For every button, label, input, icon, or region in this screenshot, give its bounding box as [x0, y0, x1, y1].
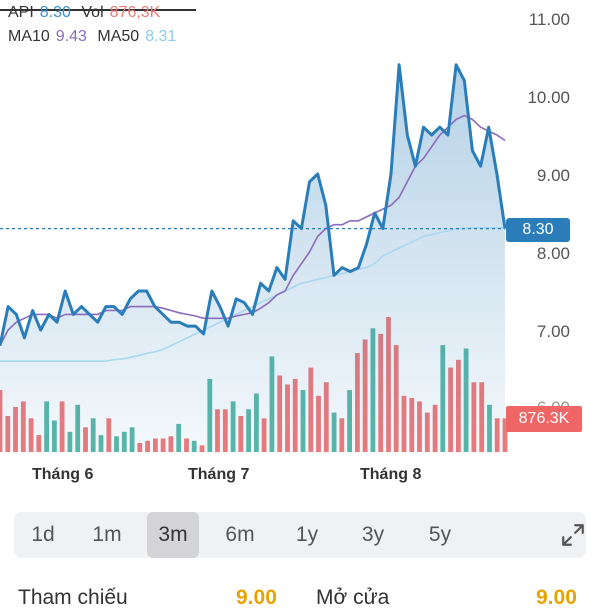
- price-area: [0, 64, 505, 453]
- price-tick-8: 8.00: [536, 244, 570, 263]
- stat-value-reference: 9.00: [236, 586, 277, 609]
- range-1d-button[interactable]: 1d: [31, 523, 55, 546]
- header-underline: [0, 9, 196, 11]
- ma50-line: [0, 227, 505, 362]
- current-price-badge: 8.30: [506, 218, 570, 242]
- vol-value: 876,3K: [109, 4, 161, 21]
- current-volume-badge: 876.3K: [506, 406, 582, 432]
- ma10-label: MA10: [8, 28, 50, 45]
- range-1m-button[interactable]: 1m: [92, 523, 122, 546]
- range-3y-button[interactable]: 3y: [361, 523, 385, 546]
- ma50-value: 8.31: [145, 28, 177, 45]
- header-clip: [0, 0, 600, 10]
- vol-label: Vol: [81, 4, 104, 21]
- price-tick-11: 11.00: [528, 10, 570, 29]
- range-5y-button[interactable]: 5y: [428, 523, 452, 546]
- price-chart[interactable]: [0, 0, 600, 500]
- api-label: API: [8, 4, 34, 21]
- stat-label-reference: Tham chiếu: [18, 586, 128, 609]
- header-row-2: MA10 9.43 MA50 8.31: [8, 28, 182, 46]
- price-tick-9: 9.00: [536, 166, 570, 185]
- header-row-1: API 8.30 Vol 876,3K: [8, 4, 166, 22]
- range-6m-button[interactable]: 6m: [225, 523, 255, 546]
- price-tick-10: 10.00: [527, 88, 570, 107]
- range-3m-button[interactable]: 3m: [147, 512, 199, 558]
- ma50-label: MA50: [97, 28, 140, 45]
- api-value: 8.30: [39, 4, 71, 21]
- range-selector: 1d 1m 3m 6m 1y 3y 5y: [14, 512, 586, 558]
- stat-value-open: 9.00: [536, 586, 577, 609]
- expand-icon[interactable]: [560, 522, 586, 548]
- month-label-8: Tháng 8: [360, 466, 422, 483]
- range-1y-button[interactable]: 1y: [295, 523, 319, 546]
- ma10-value: 9.43: [55, 28, 87, 45]
- price-line: [0, 63, 507, 346]
- price-tick-7: 7.00: [536, 322, 570, 341]
- month-label-6: Tháng 6: [32, 466, 94, 483]
- month-label-7: Tháng 7: [188, 466, 250, 483]
- stat-label-open: Mở cửa: [316, 586, 390, 609]
